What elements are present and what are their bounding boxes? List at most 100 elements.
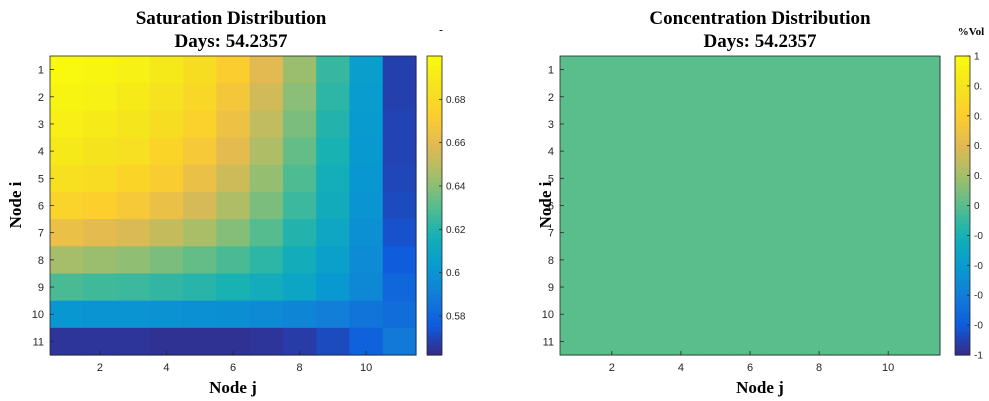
heatmap-cell <box>50 327 84 356</box>
heatmap-cell <box>50 191 84 220</box>
heatmap-cell <box>698 137 734 166</box>
heatmap-cell <box>698 219 734 247</box>
colorbar-segment <box>427 130 442 137</box>
colorbar-segment <box>955 266 970 272</box>
heatmap-cell <box>663 137 699 166</box>
colorbar-segment <box>427 70 442 76</box>
heatmap-cell <box>183 164 217 193</box>
heatmap-cell <box>767 83 803 111</box>
heatmap-cell <box>216 327 251 356</box>
colorbar-segment <box>955 93 970 99</box>
heatmap-cell <box>116 137 151 166</box>
heatmap-cell <box>767 164 803 193</box>
heatmap-cell <box>149 300 184 329</box>
heatmap-cell <box>870 191 907 220</box>
saturation-y-label: Node i <box>6 181 25 228</box>
colorbar-segment <box>427 200 442 207</box>
heatmap-cell <box>732 300 768 329</box>
heatmap-cell <box>83 83 118 111</box>
heatmap-cell <box>50 137 84 166</box>
heatmap-cell <box>149 191 184 220</box>
heatmap-cell <box>50 56 84 84</box>
colorbar-segment <box>955 275 970 281</box>
saturation-chart: Saturation Distribution Days: 54.2357 1 2… <box>6 8 466 397</box>
colorbar-segment <box>427 312 442 319</box>
heatmap-cell <box>836 191 872 220</box>
heatmap-cell <box>767 191 803 220</box>
heatmap-cell <box>382 83 417 111</box>
heatmap-cell <box>698 56 734 84</box>
heatmap-cell <box>836 246 872 275</box>
colorbar-frame <box>426 55 443 356</box>
heatmap-cell <box>629 273 665 302</box>
heatmap-cell <box>767 246 803 275</box>
heatmap-cell <box>663 56 699 84</box>
heatmap-cell <box>698 273 734 302</box>
colorbar-segment <box>427 191 442 197</box>
heatmap-cell <box>836 300 872 329</box>
colorbar-segment <box>955 308 970 314</box>
heatmap-cell <box>116 219 151 247</box>
colorbar-segment <box>427 84 442 90</box>
heatmap-cell <box>116 56 151 84</box>
heatmap-cell <box>149 83 184 111</box>
heatmap-cell <box>801 219 837 247</box>
heatmap-cell <box>349 83 384 111</box>
colorbar-segment <box>955 191 970 197</box>
heatmap-cell <box>249 273 284 302</box>
colorbar-segment <box>955 284 970 291</box>
heatmap-cell <box>801 83 837 111</box>
heatmap-cell <box>349 56 384 84</box>
colorbar-segment <box>427 149 442 155</box>
colorbar-segment <box>955 214 970 221</box>
heatmap-cell <box>560 110 596 139</box>
heatmap-cell <box>282 300 317 329</box>
heatmap-cell <box>183 191 217 220</box>
heatmap-cell <box>663 219 699 247</box>
heatmap-cell <box>663 164 699 193</box>
concentration-colorbar: 1 0. 0. 0. 0. 0 -0 -0 -0 -0 -1 <box>954 52 983 362</box>
colorbar-segment <box>955 205 970 211</box>
x-tick-label: 10 <box>882 362 894 374</box>
colorbar-segment <box>427 275 442 281</box>
heatmap-cell <box>183 83 217 111</box>
colorbar-segment <box>427 252 442 258</box>
colorbar-segment <box>427 256 442 263</box>
y-tick-label: 3 <box>38 119 44 131</box>
colorbar-segment <box>955 98 970 104</box>
colorbar-segment <box>955 331 970 337</box>
heatmap-cell <box>767 137 803 166</box>
colorbar-segment <box>955 242 970 249</box>
heatmap-cell <box>594 164 630 193</box>
colorbar-segment <box>955 56 970 62</box>
heatmap-cell <box>249 164 284 193</box>
colorbar-tick-label: 0.58 <box>446 312 466 323</box>
heatmap-cell <box>560 300 596 329</box>
colorbar-segment <box>955 238 970 244</box>
heatmap-cell <box>801 327 837 356</box>
x-tick-label: 2 <box>97 362 103 374</box>
colorbar-segment <box>427 247 442 253</box>
heatmap-cell <box>83 191 118 220</box>
heatmap-cell <box>594 246 630 275</box>
heatmap-cell <box>183 273 217 302</box>
heatmap-cell <box>836 273 872 302</box>
heatmap-cell <box>183 219 217 247</box>
heatmap-cell <box>836 327 872 356</box>
heatmap-cell <box>560 191 596 220</box>
colorbar-segment <box>955 130 970 137</box>
colorbar-segment <box>427 135 442 141</box>
heatmap-cell <box>249 137 284 166</box>
colorbar-segment <box>955 280 970 286</box>
y-tick-label: 10 <box>32 309 44 321</box>
heatmap-cell <box>382 219 417 247</box>
heatmap-cell <box>698 191 734 220</box>
colorbar-segment <box>955 261 970 267</box>
heatmap-cell <box>349 164 384 193</box>
heatmap-cell <box>698 83 734 111</box>
heatmap-cell <box>183 327 217 356</box>
heatmap-cell <box>183 110 217 139</box>
colorbar-segment <box>955 224 970 230</box>
heatmap-cell <box>249 246 284 275</box>
